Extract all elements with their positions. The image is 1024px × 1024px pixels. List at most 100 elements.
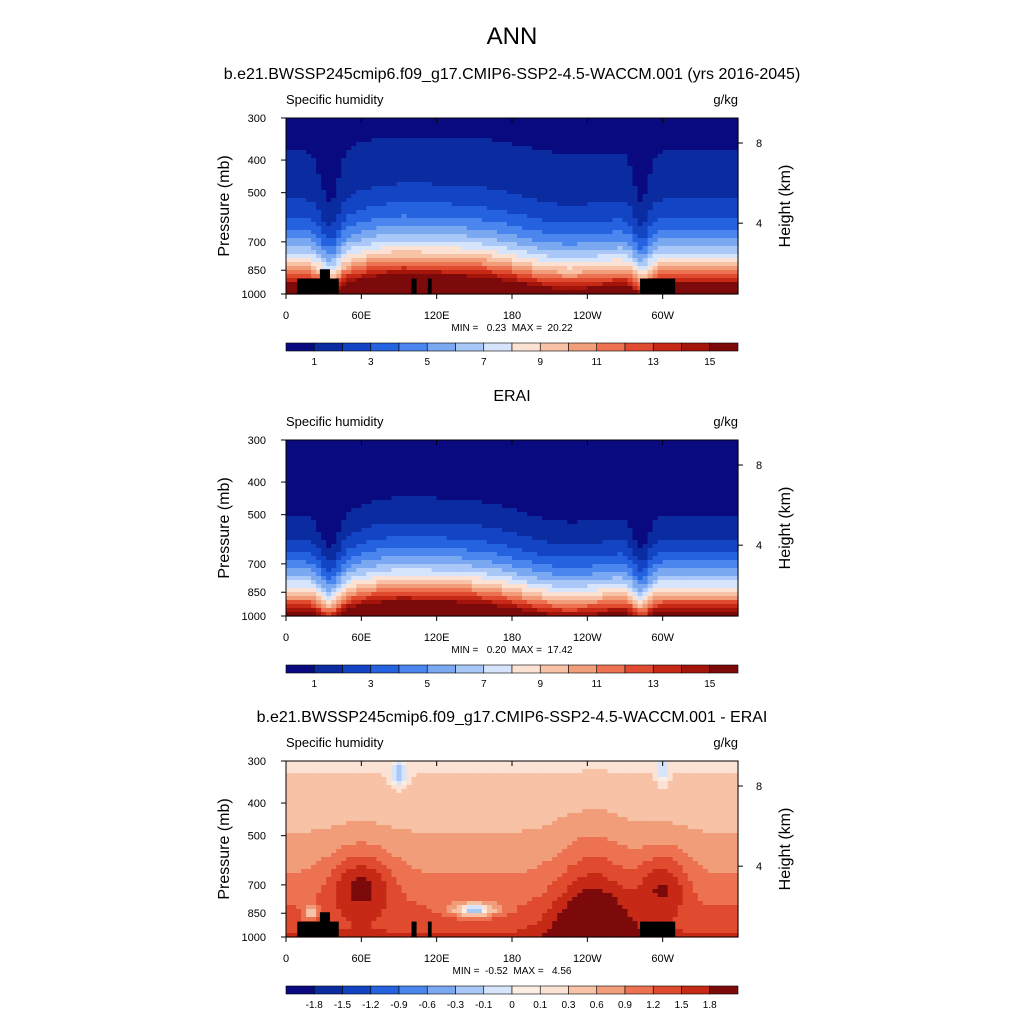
- min-max-stats: MIN = -0.52 MAX = 4.56: [453, 966, 572, 977]
- colorbar-label: 0.9: [618, 1000, 632, 1011]
- colorbar-swatch: [624, 664, 654, 674]
- variable-label: Specific humidity: [286, 735, 384, 750]
- lon-tick-label: 120W: [573, 310, 602, 322]
- colorbar-label: 3: [368, 679, 374, 690]
- y-axis-right-label: Height (km): [777, 808, 794, 891]
- heatmap-field: [286, 761, 739, 938]
- y-axis-label: Pressure (mb): [216, 798, 233, 899]
- colorbar-label: 0.3: [562, 1000, 576, 1011]
- colorbar-swatch: [370, 664, 400, 674]
- colorbar-swatch: [681, 664, 711, 674]
- colorbar-label: 11: [592, 679, 603, 690]
- colorbar-label: 11: [592, 357, 603, 368]
- colorbar-label: 15: [704, 357, 716, 368]
- variable-label: Specific humidity: [286, 92, 384, 107]
- heatmap-field: [286, 118, 739, 295]
- lon-tick-label: 120E: [424, 953, 450, 965]
- colorbar-swatch: [511, 985, 541, 995]
- pressure-tick-label: 850: [248, 265, 266, 277]
- lon-tick-label: 180: [503, 953, 521, 965]
- colorbar-swatch: [426, 342, 456, 352]
- height-tick-label: 8: [756, 781, 762, 793]
- panel-title: ERAI: [493, 388, 530, 405]
- colorbar-swatch: [709, 342, 739, 352]
- y-axis-right-label: Height (km): [777, 487, 794, 570]
- lon-tick-label: 60E: [352, 310, 372, 322]
- colorbar: -1.8 -1.5 -1.2 -0.9 -0.6 -0.3 -0.1 0 0.1 0.3 0.6 0.…: [285, 985, 739, 1011]
- colorbar-swatch: [511, 342, 541, 352]
- lon-tick-label: 60E: [352, 953, 372, 965]
- figure-title: ANN: [487, 23, 538, 50]
- colorbar-swatch: [596, 985, 626, 995]
- pressure-tick-label: 700: [248, 237, 266, 249]
- heatmap-field: [286, 440, 739, 617]
- height-tick-label: 4: [756, 861, 762, 873]
- topography-mask: [297, 269, 676, 294]
- colorbar-label: 1.8: [703, 1000, 717, 1011]
- colorbar-swatch: [539, 342, 569, 352]
- colorbar-label: 0.6: [590, 1000, 604, 1011]
- units-label: g/kg: [713, 92, 738, 107]
- height-tick-label: 4: [756, 540, 762, 552]
- colorbar-swatch: [455, 342, 485, 352]
- colorbar-swatch: [426, 664, 456, 674]
- colorbar-label: 0: [509, 1000, 515, 1011]
- colorbar-label: -0.6: [419, 1000, 437, 1011]
- colorbar-swatch: [370, 985, 400, 995]
- min-max-stats: MIN = 0.23 MAX = 20.22: [451, 323, 573, 334]
- colorbar-swatch: [313, 664, 343, 674]
- colorbar-label: -1.2: [362, 1000, 380, 1011]
- colorbar-swatch: [681, 342, 711, 352]
- lon-tick-label: 0: [283, 310, 289, 322]
- colorbar-swatch: [596, 342, 626, 352]
- units-label: g/kg: [713, 414, 738, 429]
- colorbar-swatch: [568, 985, 598, 995]
- colorbar-label: 1: [311, 357, 317, 368]
- colorbar-label: 9: [537, 679, 543, 690]
- colorbar-swatch: [568, 342, 598, 352]
- lon-tick-label: 60W: [651, 953, 674, 965]
- panel-diff: b.e21.BWSSP245cmip6.f09_g17.CMIP6-SSP2-4…: [216, 709, 794, 1011]
- colorbar-label: 1: [311, 679, 317, 690]
- colorbar-swatch: [313, 342, 343, 352]
- colorbar-swatch: [709, 664, 739, 674]
- colorbar-swatch: [652, 664, 682, 674]
- lon-tick-label: 120E: [424, 310, 450, 322]
- pressure-tick-label: 400: [248, 155, 266, 167]
- topography-mask: [297, 912, 676, 937]
- colorbar-label: 5: [424, 357, 430, 368]
- colorbar-swatch: [455, 985, 485, 995]
- colorbar-swatch: [596, 664, 626, 674]
- colorbar-swatch: [511, 664, 541, 674]
- colorbar-swatch: [370, 342, 400, 352]
- lon-tick-label: 180: [503, 310, 521, 322]
- colorbar-label: -1.5: [334, 1000, 352, 1011]
- colorbar-label: 1.2: [646, 1000, 660, 1011]
- colorbar-swatch: [455, 664, 485, 674]
- colorbar-swatch: [313, 985, 343, 995]
- colorbar-label: 13: [648, 679, 660, 690]
- colorbar: 1 3 5 7 9 11 13 15: [285, 664, 739, 690]
- pressure-tick-label: 500: [248, 188, 266, 200]
- colorbar-label: 0.1: [533, 1000, 547, 1011]
- lon-tick-label: 120E: [424, 632, 450, 644]
- pressure-tick-label: 400: [248, 477, 266, 489]
- lon-tick-label: 0: [283, 953, 289, 965]
- panel-title: b.e21.BWSSP245cmip6.f09_g17.CMIP6-SSP2-4…: [257, 709, 768, 726]
- y-axis-label: Pressure (mb): [216, 155, 233, 256]
- pressure-tick-label: 700: [248, 559, 266, 571]
- height-tick-label: 8: [756, 460, 762, 472]
- pressure-tick-label: 300: [248, 756, 266, 768]
- pressure-tick-label: 1000: [242, 289, 266, 301]
- pressure-tick-label: 700: [248, 880, 266, 892]
- y-axis-right-label: Height (km): [777, 165, 794, 248]
- height-tick-label: 4: [756, 218, 762, 230]
- colorbar-swatch: [342, 985, 372, 995]
- colorbar: 1 3 5 7 9 11 13 15: [285, 342, 739, 368]
- lon-tick-label: 180: [503, 632, 521, 644]
- pressure-tick-label: 1000: [242, 611, 266, 623]
- colorbar-swatch: [426, 985, 456, 995]
- colorbar-label: -0.3: [447, 1000, 465, 1011]
- colorbar-label: -0.9: [390, 1000, 408, 1011]
- colorbar-label: 1.5: [675, 1000, 689, 1011]
